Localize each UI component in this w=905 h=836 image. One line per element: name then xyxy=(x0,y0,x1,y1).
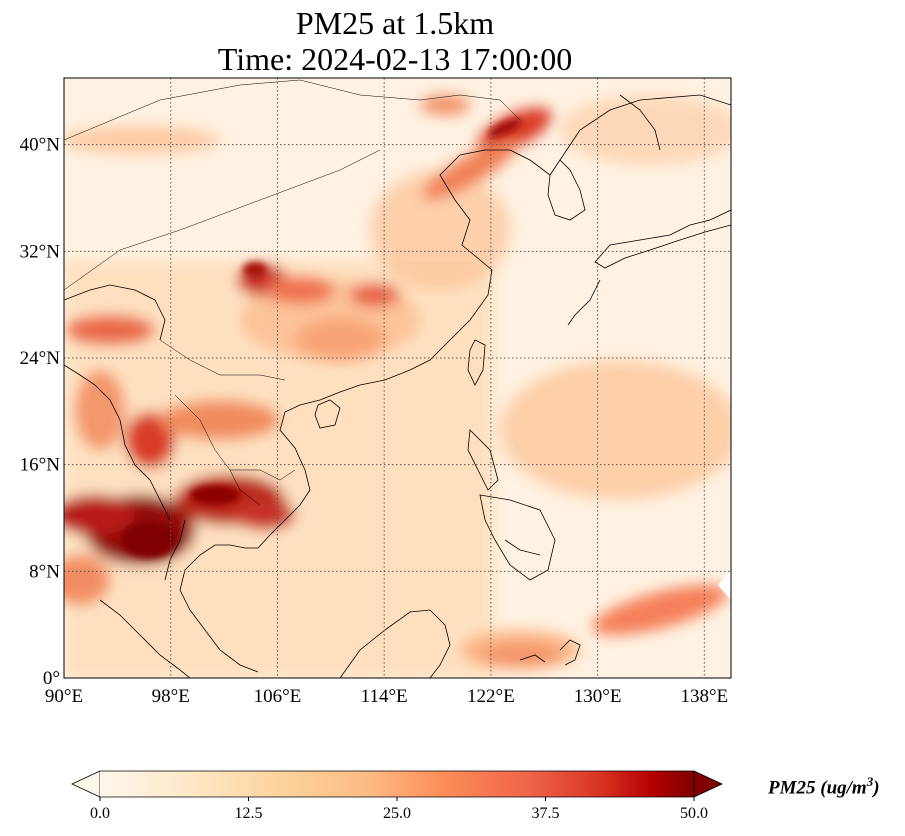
colorbar-max-extend-arrow xyxy=(693,770,723,798)
latitude-tick-label: 40°N xyxy=(20,135,61,156)
longitude-tick-label: 130°E xyxy=(574,686,622,707)
colorbar-gradient xyxy=(100,771,694,797)
colorbar-label-close: ) xyxy=(873,777,880,799)
colorbar-label: PM25 (ug/m3) xyxy=(768,774,880,799)
longitude-tick-label: 114°E xyxy=(361,686,408,707)
latitude-axis: 0° 8°N 16°N 24°N 32°N 40°N xyxy=(20,135,61,689)
longitude-tick-label: 98°E xyxy=(152,686,190,707)
colorbar-label-text: PM25 (ug/m xyxy=(768,777,867,799)
map-gridlines xyxy=(64,78,731,678)
map-title-line-1: PM25 at 1.5km xyxy=(295,5,495,41)
longitude-tick-label: 122°E xyxy=(467,686,515,707)
latitude-tick-label: 16°N xyxy=(20,455,61,476)
longitude-tick-label: 90°E xyxy=(45,686,83,707)
colorbar-tick-label: 50.0 xyxy=(680,805,708,822)
latitude-tick-label: 32°N xyxy=(20,241,61,262)
colorbar-min-extend-arrow xyxy=(71,770,101,798)
longitude-tick-label: 106°E xyxy=(254,686,302,707)
colorbar-label-exponent: 3 xyxy=(866,774,874,789)
colorbar-tick-label: 37.5 xyxy=(532,805,560,822)
longitude-axis: 90°E 98°E 106°E 114°E 122°E 130°E 138°E xyxy=(45,686,728,707)
colorbar-tick-label: 25.0 xyxy=(383,805,411,822)
map-title-line-2: Time: 2024-02-13 17:00:00 xyxy=(217,41,573,77)
pm25-concentration-field xyxy=(64,78,731,678)
latitude-tick-label: 8°N xyxy=(29,561,60,582)
longitude-tick-label: 138°E xyxy=(680,686,728,707)
latitude-tick-label: 0° xyxy=(43,668,60,689)
colorbar-tick-label: 0.0 xyxy=(90,805,110,822)
colorbar-tick-label: 12.5 xyxy=(235,805,263,822)
coastlines xyxy=(64,79,731,678)
map-frame xyxy=(63,77,732,679)
colorbar: 0.0 12.5 25.0 37.5 50.0 xyxy=(71,770,723,822)
latitude-tick-label: 24°N xyxy=(20,348,61,369)
